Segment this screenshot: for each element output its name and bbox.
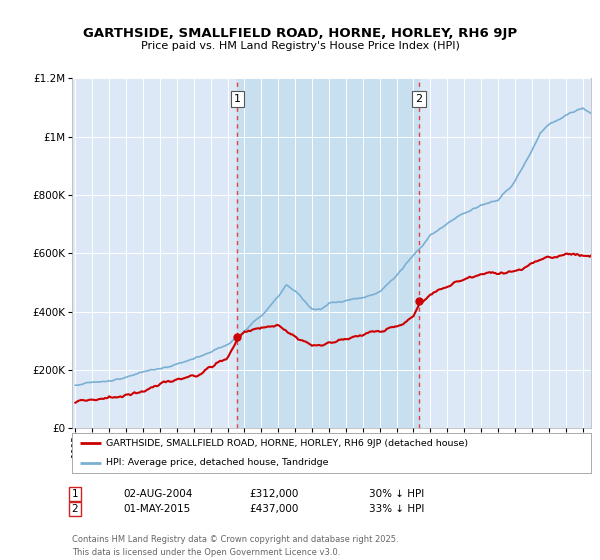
Text: 1: 1: [71, 489, 79, 499]
Bar: [238, 78, 419, 428]
Text: 2: 2: [416, 94, 422, 104]
Text: 2: 2: [71, 504, 79, 514]
Text: 02-AUG-2004: 02-AUG-2004: [123, 489, 193, 499]
Text: GARTHSIDE, SMALLFIELD ROAD, HORNE, HORLEY, RH6 9JP (detached house): GARTHSIDE, SMALLFIELD ROAD, HORNE, HORLE…: [106, 439, 468, 448]
Text: HPI: Average price, detached house, Tandridge: HPI: Average price, detached house, Tand…: [106, 458, 328, 467]
Text: 33% ↓ HPI: 33% ↓ HPI: [369, 504, 424, 514]
Text: 1: 1: [234, 94, 241, 104]
Text: Price paid vs. HM Land Registry's House Price Index (HPI): Price paid vs. HM Land Registry's House …: [140, 41, 460, 52]
Text: GARTHSIDE, SMALLFIELD ROAD, HORNE, HORLEY, RH6 9JP: GARTHSIDE, SMALLFIELD ROAD, HORNE, HORLE…: [83, 27, 517, 40]
Text: £312,000: £312,000: [249, 489, 298, 499]
Text: £437,000: £437,000: [249, 504, 298, 514]
Text: 30% ↓ HPI: 30% ↓ HPI: [369, 489, 424, 499]
Text: 01-MAY-2015: 01-MAY-2015: [123, 504, 190, 514]
Text: Contains HM Land Registry data © Crown copyright and database right 2025.
This d: Contains HM Land Registry data © Crown c…: [72, 535, 398, 557]
